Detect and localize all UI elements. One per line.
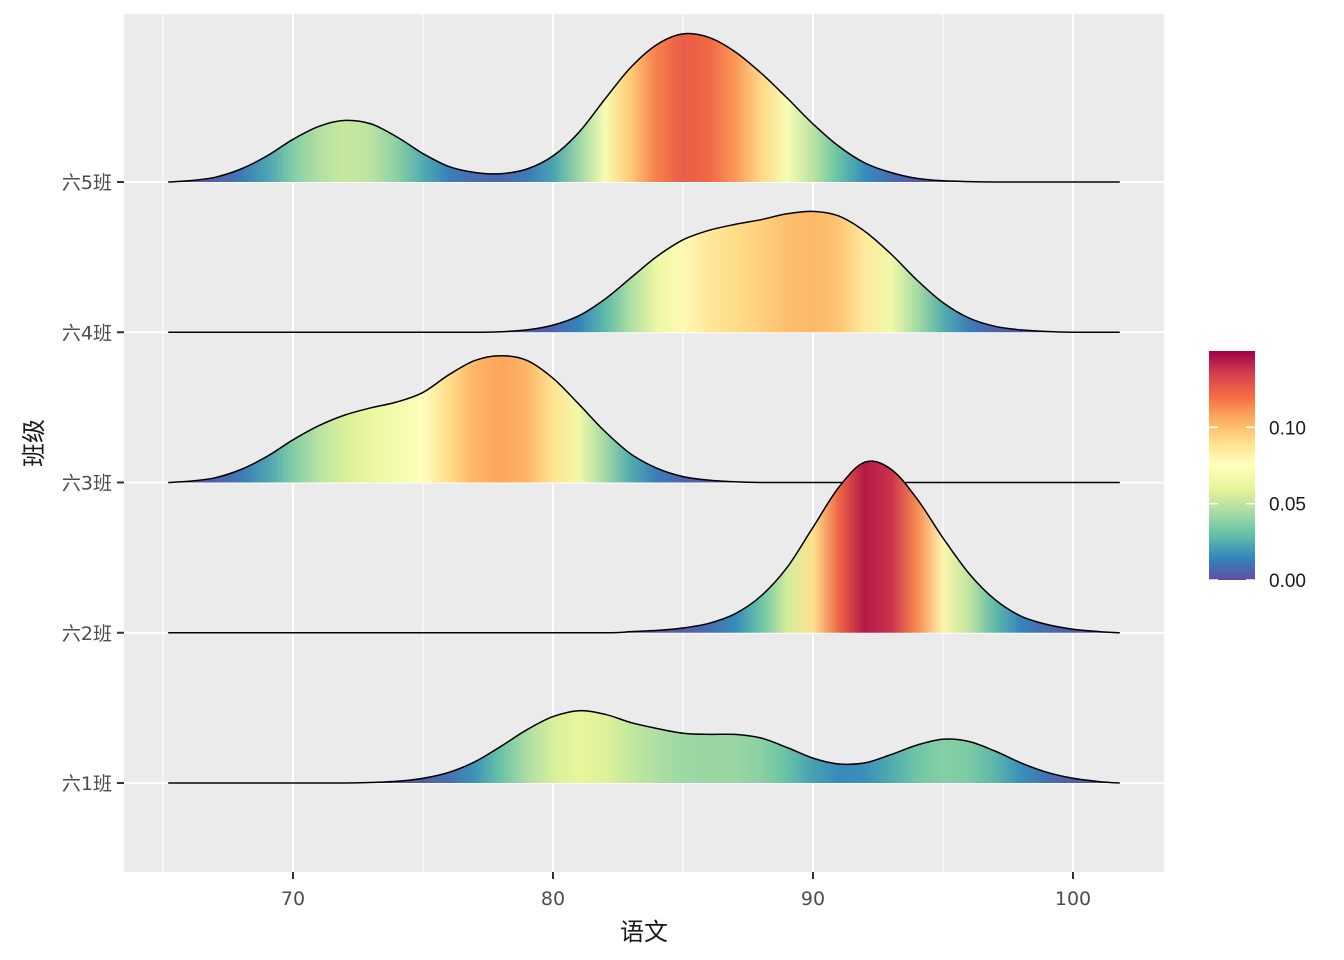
ridge-outline-5 <box>168 32 1120 183</box>
ridge-outline-4 <box>168 210 1120 334</box>
ridge-fill-2 <box>168 461 1120 633</box>
ridge-fill-4 <box>168 211 1120 333</box>
x-tick-label: 90 <box>801 888 825 910</box>
colorbar-label: 0.10 <box>1269 418 1306 439</box>
ridges <box>168 32 1120 784</box>
x-tick-label: 80 <box>541 888 565 910</box>
ridge-fill-1 <box>168 710 1120 783</box>
y-tick-label: 六5班 <box>62 172 112 194</box>
ridge-outline-1 <box>168 709 1120 784</box>
y-tick-label: 六3班 <box>62 473 112 495</box>
ridge-outline-2 <box>168 460 1120 634</box>
ridge-outline-3 <box>168 354 1120 484</box>
ridge-fill-5 <box>168 33 1120 183</box>
x-tick-label: 70 <box>281 888 305 910</box>
y-axis-title: 班级 <box>20 419 48 467</box>
colorbar-label: 0.05 <box>1269 495 1306 516</box>
y-axis: 六1班 六2班 六3班 六4班 六5班 <box>62 172 124 795</box>
colorbar <box>1209 351 1255 580</box>
x-axis: 70 80 90 100 <box>281 872 1091 910</box>
y-tick-label: 六2班 <box>62 623 112 645</box>
y-tick-label: 六4班 <box>62 322 112 344</box>
x-axis-title: 语文 <box>620 918 668 946</box>
x-tick-label: 100 <box>1055 888 1091 910</box>
y-tick-label: 六1班 <box>62 773 112 795</box>
colorbar-legend: 0.00 0.05 0.10 <box>1209 351 1306 592</box>
ridge-fill-3 <box>168 355 1120 483</box>
colorbar-label: 0.00 <box>1269 571 1306 592</box>
